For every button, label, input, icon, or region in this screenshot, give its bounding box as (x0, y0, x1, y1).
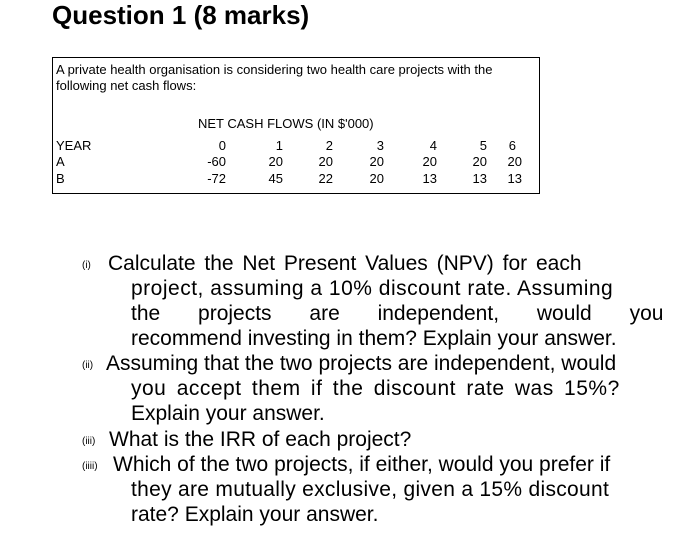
question-number: (iiii) (82, 461, 98, 472)
year-cell: 1 (275, 138, 283, 153)
year-cell: 0 (218, 138, 226, 153)
question-line: rate? Explain your answer. (131, 503, 379, 526)
question-heading: Question 1 (8 marks) (52, 0, 310, 30)
project-b-cell: 45 (268, 171, 283, 186)
project-b-cell: 13 (472, 171, 487, 186)
intro-line-2: following net cash flows: (56, 78, 197, 93)
question-line: you accept them if the discount rate was… (131, 377, 620, 400)
project-a-cell: -60 (207, 154, 226, 169)
question-line: recommend investing in them? Explain you… (131, 327, 617, 350)
year-cell: 2 (325, 138, 333, 153)
project-a-cell: 20 (472, 154, 487, 169)
table-caption: NET CASH FLOWS (IN $'000) (198, 116, 374, 131)
question-number: (iii) (82, 436, 96, 447)
question-line: project, assuming a 10% discount rate. A… (131, 277, 614, 300)
project-b-cell: 20 (369, 171, 384, 186)
question-number: (i) (82, 260, 91, 271)
question-line: the projects are independent, would you (131, 302, 664, 325)
row-label-a: A (56, 154, 65, 169)
project-b-cell: 13 (507, 171, 522, 186)
question-line: Calculate the Net Present Values (NPV) f… (108, 252, 582, 275)
project-b-cell: 22 (318, 171, 333, 186)
question-line: Explain your answer. (131, 402, 325, 425)
cash-flow-box (52, 57, 540, 194)
question-line: Assuming that the two projects are indep… (106, 352, 617, 375)
row-label-year: YEAR (56, 138, 92, 153)
year-cell: 3 (376, 138, 384, 153)
question-line: they are mutually exclusive, given a 15%… (131, 478, 610, 501)
project-a-cell: 20 (422, 154, 437, 169)
year-cell: 4 (429, 138, 437, 153)
project-a-cell: 20 (369, 154, 384, 169)
intro-text: A private health organisation is conside… (56, 62, 492, 94)
project-a-cell: 20 (507, 154, 522, 169)
row-label-b: B (56, 171, 65, 186)
year-cell: 6 (508, 138, 516, 153)
project-b-cell: 13 (422, 171, 437, 186)
intro-line-1: A private health organisation is conside… (56, 62, 493, 77)
question-number: (ii) (82, 360, 94, 371)
project-a-cell: 20 (318, 154, 333, 169)
project-b-cell: -72 (207, 171, 226, 186)
question-line: Which of the two projects, if either, wo… (113, 453, 611, 476)
project-a-cell: 20 (268, 154, 283, 169)
question-line: What is the IRR of each project? (109, 428, 412, 451)
year-cell: 5 (479, 138, 487, 153)
